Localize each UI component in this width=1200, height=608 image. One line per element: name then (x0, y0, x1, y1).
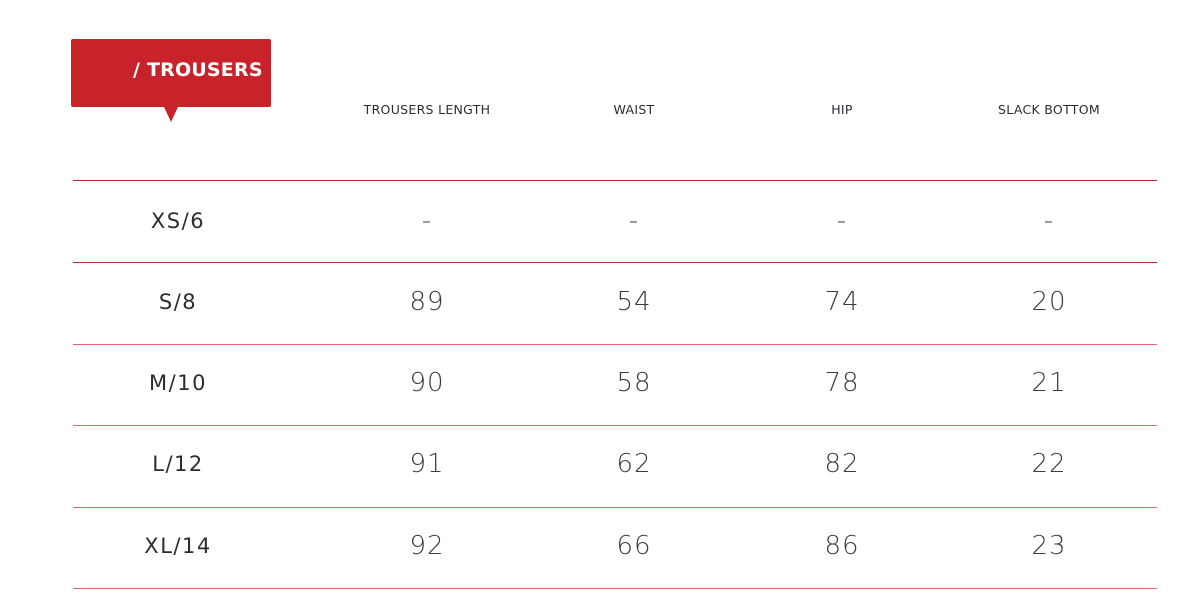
measurement-cell: - (421, 206, 433, 236)
measurement-cell: 22 (1031, 449, 1067, 479)
size-label: L/12 (152, 452, 204, 476)
row-divider (73, 344, 1157, 345)
measurement-cell: 21 (1031, 368, 1067, 398)
column-header: WAIST (613, 102, 655, 117)
size-label: S/8 (158, 290, 198, 314)
size-label: XL/14 (144, 534, 212, 558)
column-header: SLACK BOTTOM (998, 102, 1100, 117)
row-divider (73, 180, 1157, 181)
section-title-tag: / TROUSERS (71, 39, 271, 107)
size-label: XS/6 (150, 209, 206, 233)
measurement-cell: 86 (824, 531, 860, 561)
measurement-cell: 58 (616, 368, 652, 398)
row-divider (73, 588, 1157, 589)
size-label: M/10 (149, 371, 207, 395)
measurement-cell: 89 (409, 287, 445, 317)
measurement-cell: 20 (1031, 287, 1067, 317)
measurement-cell: 78 (824, 368, 860, 398)
column-header: TROUSERS LENGTH (363, 102, 491, 117)
measurement-cell: - (1043, 206, 1055, 236)
measurement-cell: 91 (409, 449, 445, 479)
measurement-cell: 74 (824, 287, 860, 317)
tag-pointer (164, 107, 178, 122)
row-divider (73, 262, 1157, 263)
measurement-cell: 90 (409, 368, 445, 398)
measurement-cell: - (628, 206, 640, 236)
measurement-cell: 54 (616, 287, 652, 317)
measurement-cell: 82 (824, 449, 860, 479)
row-divider (73, 425, 1157, 426)
column-header: HIP (831, 102, 853, 117)
measurement-cell: 66 (616, 531, 652, 561)
measurement-cell: 62 (616, 449, 652, 479)
section-title: / TROUSERS (133, 59, 263, 81)
measurement-cell: - (836, 206, 848, 236)
measurement-cell: 23 (1031, 531, 1067, 561)
row-divider (73, 507, 1157, 508)
measurement-cell: 92 (409, 531, 445, 561)
